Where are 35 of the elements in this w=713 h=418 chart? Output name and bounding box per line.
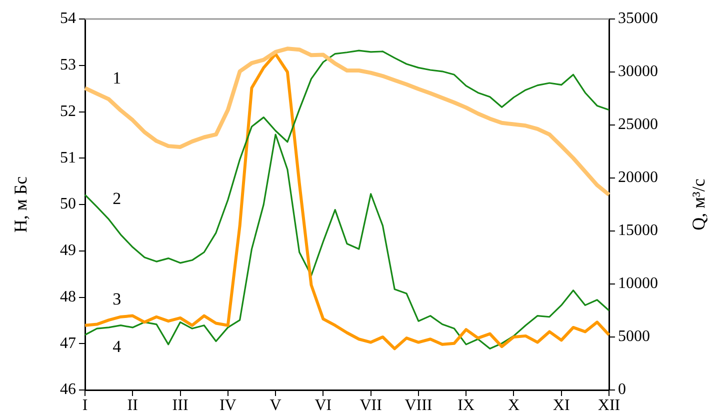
x-tick-label: I — [82, 396, 88, 414]
x-tick-label: VI — [314, 396, 332, 414]
x-tick-label: III — [172, 396, 188, 414]
y2-tick-label: 10000 — [618, 275, 658, 292]
series-label: 4 — [112, 336, 122, 356]
series-label: 1 — [112, 68, 122, 88]
y2-tick-label: 15000 — [618, 222, 658, 240]
x-tick-label: XI — [552, 396, 570, 414]
x-tick-label: IV — [219, 396, 237, 414]
x-tick-label: IX — [458, 396, 475, 414]
y2-tick-label: 20000 — [618, 169, 658, 186]
x-tick-label: VIII — [404, 396, 432, 414]
x-tick-label: V — [270, 396, 282, 414]
y-tick-label: 51 — [60, 149, 76, 166]
y-tick-label: 54 — [60, 10, 76, 28]
y-tick-label: 49 — [60, 242, 76, 260]
x-tick-label: X — [508, 396, 520, 414]
y2-axis-title: Q, м³/с — [688, 178, 709, 230]
y2-tick-label: 0 — [618, 381, 626, 398]
series-label: 3 — [112, 290, 122, 309]
y-tick-label: 46 — [60, 381, 76, 398]
y2-tick-label: 35000 — [618, 10, 658, 28]
y-tick-label: 52 — [60, 102, 76, 120]
x-tick-label: II — [127, 396, 138, 414]
y-axis-title: H, м Бс — [10, 176, 31, 233]
y-tick-label: 47 — [60, 334, 76, 352]
x-tick-label: VII — [360, 396, 382, 414]
series-label: 2 — [112, 188, 122, 208]
y-tick-label: 48 — [60, 288, 76, 306]
y2-tick-label: 30000 — [618, 63, 658, 80]
y-tick-label: 50 — [60, 196, 76, 213]
y2-tick-label: 5000 — [618, 328, 650, 346]
y2-tick-label: 25000 — [618, 116, 658, 134]
x-tick-label: XII — [598, 396, 620, 414]
y-tick-label: 53 — [60, 56, 76, 74]
